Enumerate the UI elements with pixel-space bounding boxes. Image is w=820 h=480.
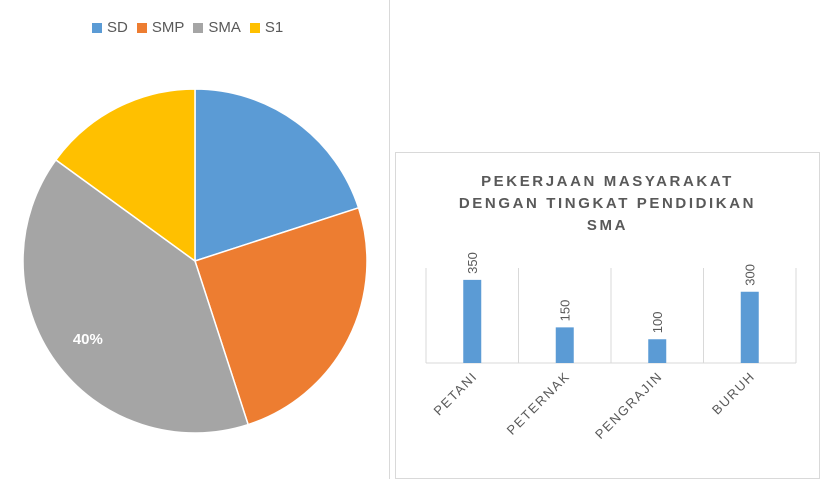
bar-data-label-peternak: 150	[557, 300, 572, 322]
pie-slice-s1	[54, 88, 196, 263]
pie-legend: SD SMP SMA S1	[92, 19, 292, 36]
legend-label-s1: S1	[264, 19, 284, 36]
bar-petani	[463, 279, 482, 363]
pie-slice-sd	[194, 88, 360, 263]
bar-data-label-buruh: 300	[742, 264, 757, 286]
legend-swatch-sd	[92, 22, 102, 33]
bar-category-label-peternak: PETERNAK	[504, 369, 573, 438]
legend-swatch-s1	[249, 22, 260, 33]
bar-category-label-buruh: BURUH	[709, 369, 758, 418]
bar-peternak	[555, 327, 574, 363]
legend-item-sma: SMA	[193, 19, 241, 36]
legend-item-s1: S1	[249, 19, 284, 36]
bar-chart: 350 PETANI 150 PETERNAK 100 PENGRAJIN 300 BURUH	[425, 252, 797, 442]
bar-chart-title: PEKERJAAN MASYARAKAT DENGAN TINGKAT PEND…	[396, 171, 819, 237]
legend-item-sd: SD	[92, 19, 128, 36]
pie-data-label-sma: 40%	[73, 331, 103, 348]
bar-category-label-petani: PETANI	[430, 369, 480, 419]
pie-chart: 40%	[22, 88, 368, 434]
bar-chart-title-line-3: SMA	[586, 217, 629, 234]
legend-swatch-smp	[136, 22, 147, 33]
bar-pengrajin	[648, 339, 667, 363]
legend-label-smp: SMP	[151, 19, 185, 36]
pie-slice-smp	[194, 206, 368, 426]
pie-slice-sma	[22, 158, 250, 434]
legend-swatch-sma	[193, 22, 204, 33]
bar-chart-title-line-1: PEKERJAAN MASYARAKAT	[481, 173, 734, 190]
bar-data-label-petani: 350	[465, 252, 480, 274]
bar-chart-panel: PEKERJAAN MASYARAKAT DENGAN TINGKAT PEND…	[395, 152, 820, 479]
pie-chart-panel: SD SMP SMA S1 40%	[0, 0, 390, 479]
bar-chart-title-line-2: DENGAN TINGKAT PENDIDIKAN	[458, 195, 757, 212]
bar-category-label-pengrajin: PENGRAJIN	[592, 369, 665, 442]
legend-label-sma: SMA	[208, 19, 241, 36]
legend-item-smp: SMP	[136, 19, 185, 36]
bar-buruh	[740, 291, 759, 363]
bar-data-label-pengrajin: 100	[650, 312, 665, 334]
legend-label-sd: SD	[107, 19, 128, 36]
